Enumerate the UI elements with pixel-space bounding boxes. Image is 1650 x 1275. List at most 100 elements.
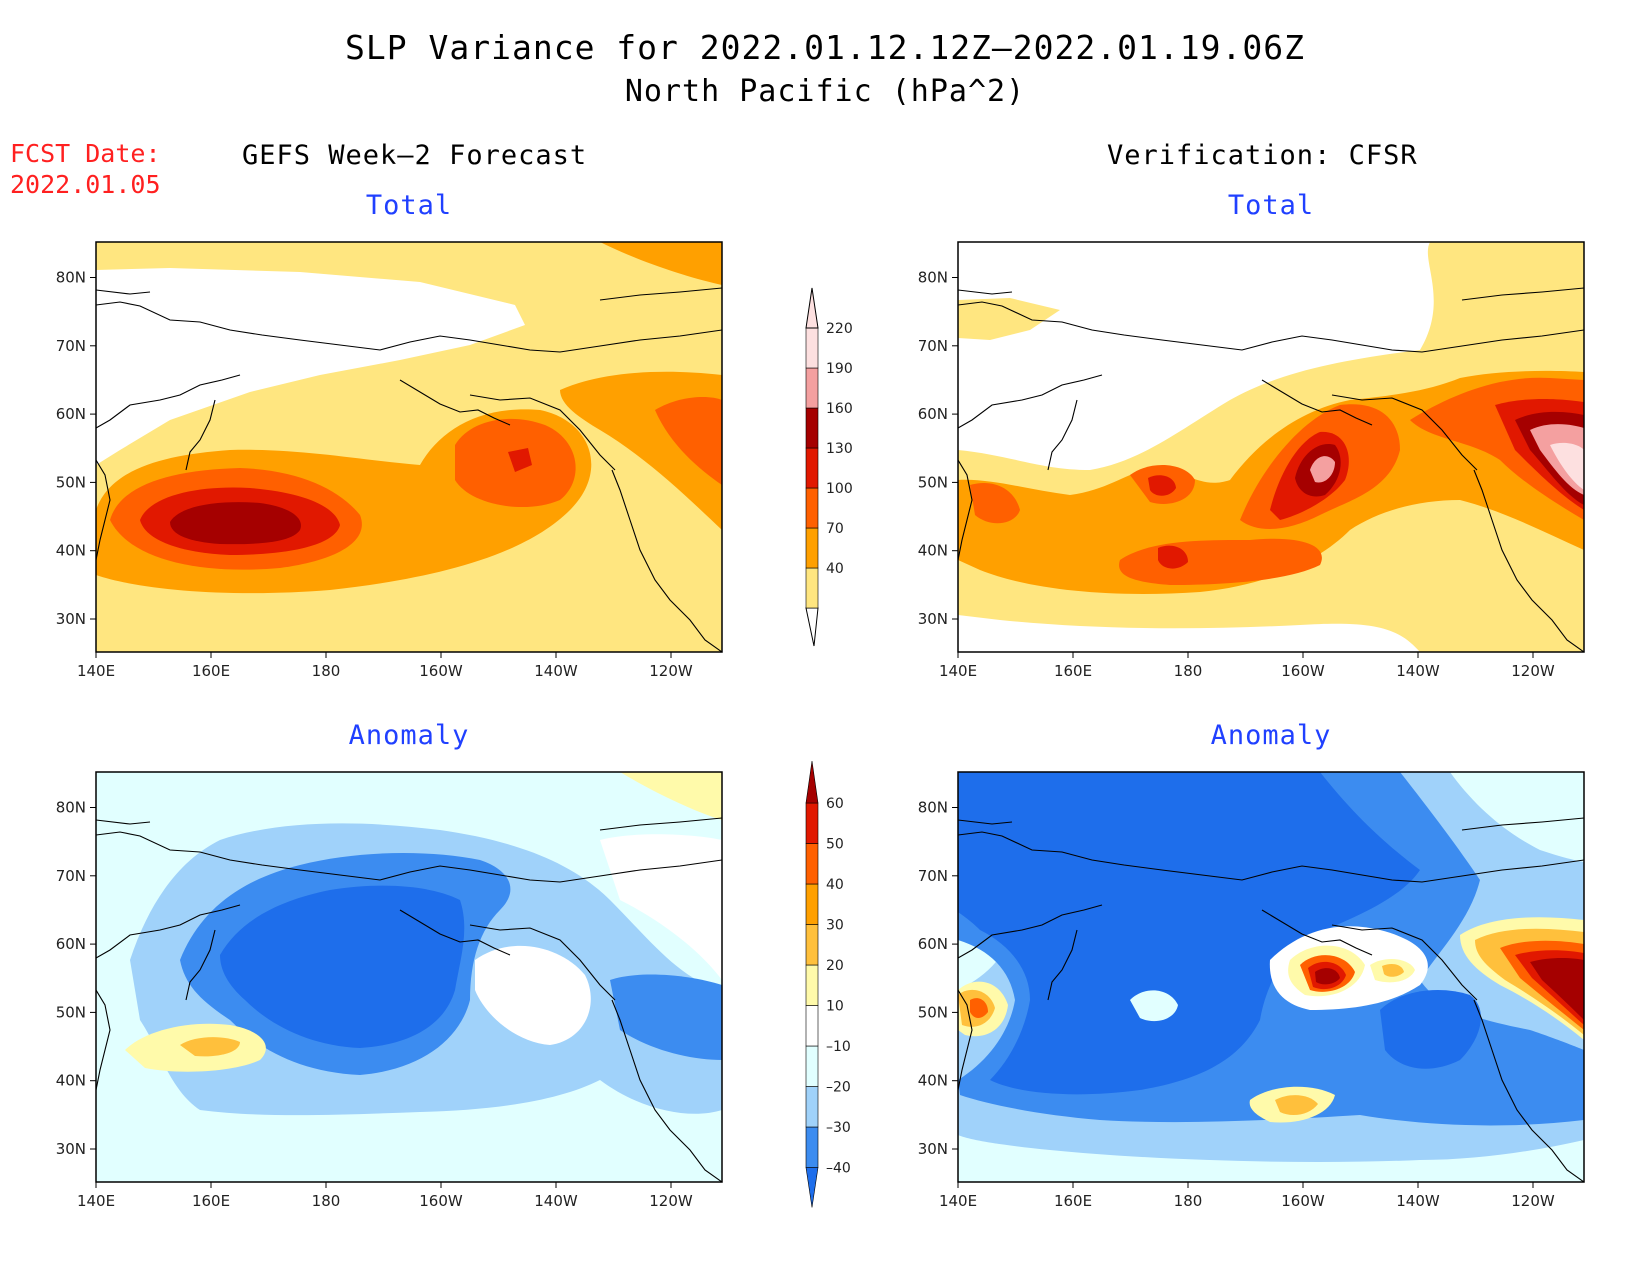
lon-tick-label-cfsr-anomaly: 140E xyxy=(939,1192,977,1210)
colorbar-anomaly-label: 30 xyxy=(826,918,844,934)
lon-tick-label-gefs-total: 160E xyxy=(192,662,230,680)
lon-tick-label-gefs-total: 160W xyxy=(419,662,463,680)
shade-anom-white-hole xyxy=(1130,990,1178,1022)
lon-tick-label-gefs-total: 180 xyxy=(312,662,341,680)
lat-tick-label-cfsr-anomaly: 40N xyxy=(918,1072,948,1090)
lon-tick-label-cfsr-total: 140E xyxy=(939,662,977,680)
map-gefs-total xyxy=(96,242,722,652)
panel-title-gefs-anomaly: Anomaly xyxy=(348,720,470,751)
shade-anom-m40 xyxy=(220,885,465,1048)
shade-anom-p30-w xyxy=(970,998,988,1018)
lon-tick-label-gefs-anomaly: 160E xyxy=(192,1192,230,1210)
lat-tick-label-gefs-total: 40N xyxy=(56,542,86,560)
panel-title-cfsr-total: Total xyxy=(1227,190,1315,221)
colorbar-anomaly-swatch xyxy=(805,924,819,966)
lon-tick-label-cfsr-anomaly: 160E xyxy=(1054,1192,1092,1210)
colorbar-anomaly-bottom-cap xyxy=(805,1167,819,1208)
shade-total-100-ne xyxy=(655,397,722,485)
colorbar-total-label: 160 xyxy=(826,401,853,417)
lon-tick-label-gefs-total: 140W xyxy=(534,662,578,680)
panel-title-cfsr-anomaly: Anomaly xyxy=(1210,720,1332,751)
shade-anom-white-n xyxy=(600,834,722,980)
colorbar-anomaly-swatch xyxy=(805,1005,819,1047)
lon-tick-label-cfsr-anomaly: 160W xyxy=(1281,1192,1325,1210)
colorbar-anomaly-swatch xyxy=(805,843,819,885)
colorbar-anomaly-label: 10 xyxy=(826,999,844,1015)
colorbar-anomaly-label: –30 xyxy=(826,1120,851,1136)
shade-total-220 xyxy=(1550,442,1584,490)
lat-tick-label-gefs-total: 80N xyxy=(56,269,86,287)
colorbar-anomaly-top-cap xyxy=(805,760,819,804)
forecast-date-block: FCST Date: 2022.01.05 xyxy=(10,138,161,200)
main-subtitle: North Pacific (hPa^2) xyxy=(624,74,1026,109)
lon-tick-label-gefs-anomaly: 140W xyxy=(534,1192,578,1210)
shade-anom-m40-se xyxy=(1380,990,1481,1069)
lon-tick-label-gefs-anomaly: 160W xyxy=(419,1192,463,1210)
colorbar-total-bottom-cap xyxy=(805,607,819,647)
shade-anom-p60-c xyxy=(1315,968,1340,985)
coastline-gefs-anomaly xyxy=(96,817,722,1182)
colorbar-total-swatch xyxy=(805,567,819,609)
map-cfsr-total xyxy=(958,242,1584,652)
shade-total-160 xyxy=(170,502,301,545)
colorbar-anomaly-label: 40 xyxy=(826,877,844,893)
column-title-gefs: GEFS Week–2 Forecast xyxy=(242,140,588,171)
colorbar-total-swatch xyxy=(805,327,819,369)
lon-tick-label-cfsr-total: 160W xyxy=(1281,662,1325,680)
lat-tick-label-cfsr-anomaly: 60N xyxy=(918,935,948,953)
frame-gefs-anomaly xyxy=(95,771,723,1183)
shade-total-100 xyxy=(970,482,1020,524)
shade-anom-m30-se xyxy=(610,974,722,1060)
lat-tick-label-cfsr-total: 60N xyxy=(918,405,948,423)
forecast-date-label: FCST Date: xyxy=(10,139,161,168)
shade-total-190 xyxy=(1310,456,1335,483)
colorbar-anomaly-label: –20 xyxy=(826,1080,851,1096)
colorbar-anomaly-swatch xyxy=(805,1126,819,1168)
lon-tick-label-cfsr-anomaly: 120W xyxy=(1511,1192,1555,1210)
lon-tick-label-cfsr-total: 160E xyxy=(1054,662,1092,680)
colorbar-anomaly-swatch xyxy=(805,1045,819,1087)
lat-tick-label-gefs-anomaly: 60N xyxy=(56,935,86,953)
lon-tick-label-cfsr-total: 140W xyxy=(1396,662,1440,680)
coastline-cfsr-total xyxy=(958,287,1584,652)
coastline-gefs-total xyxy=(96,287,722,652)
colorbar-total-swatch xyxy=(805,407,819,449)
shade-total-130-b xyxy=(1158,545,1188,569)
lon-tick-label-cfsr-anomaly: 180 xyxy=(1174,1192,1203,1210)
colorbar-total-swatch xyxy=(805,367,819,409)
lon-tick-label-cfsr-total: 180 xyxy=(1174,662,1203,680)
shade-anom-p20-mid xyxy=(1382,964,1404,977)
colorbar-total-label: 130 xyxy=(826,441,853,457)
lat-tick-label-cfsr-total: 50N xyxy=(918,473,948,491)
forecast-date-value: 2022.01.05 xyxy=(10,170,161,199)
lon-tick-label-gefs-anomaly: 140E xyxy=(77,1192,115,1210)
colorbar-anomaly-swatch xyxy=(805,883,819,925)
shade-anom-p20-s xyxy=(1275,1095,1318,1116)
lon-tick-label-cfsr-anomaly: 140W xyxy=(1396,1192,1440,1210)
lat-tick-label-cfsr-anomaly: 50N xyxy=(918,1003,948,1021)
colorbar-total-swatch xyxy=(805,527,819,569)
lat-tick-label-cfsr-total: 80N xyxy=(918,269,948,287)
colorbar-total-top-cap xyxy=(805,287,819,329)
map-gefs-anomaly xyxy=(96,772,722,1182)
lat-tick-label-gefs-total: 60N xyxy=(56,405,86,423)
lat-tick-label-cfsr-anomaly: 80N xyxy=(918,799,948,817)
lat-tick-label-gefs-anomaly: 70N xyxy=(56,867,86,885)
map-cfsr-anomaly xyxy=(958,772,1584,1182)
lon-tick-label-gefs-anomaly: 120W xyxy=(649,1192,693,1210)
axes-layer: 140E 160E 180 160W 140W 120W 30N 40N 50N 60N 70N 80… xyxy=(56,269,1555,1211)
lat-tick-label-cfsr-anomaly: 30N xyxy=(918,1140,948,1158)
colorbar-anomaly: –40 –30 –20 –10 10 20 30 40 50 60 xyxy=(805,760,851,1208)
lat-tick-label-gefs-anomaly: 80N xyxy=(56,799,86,817)
colorbar-total-label: 40 xyxy=(826,561,844,577)
lat-tick-label-gefs-total: 50N xyxy=(56,473,86,491)
shade-anom-p10-ne xyxy=(620,772,722,820)
colorbar-anomaly-label: –40 xyxy=(826,1161,851,1177)
colorbar-total-label: 220 xyxy=(826,321,853,337)
colorbar-anomaly-swatch xyxy=(805,964,819,1006)
shade-total-130-b xyxy=(508,448,532,472)
shade-anom-m40 xyxy=(958,772,1420,1095)
colorbar-anomaly-label: 50 xyxy=(826,837,844,853)
colorbar-total-label: 100 xyxy=(826,481,853,497)
colorbar-total-label: 70 xyxy=(826,521,844,537)
